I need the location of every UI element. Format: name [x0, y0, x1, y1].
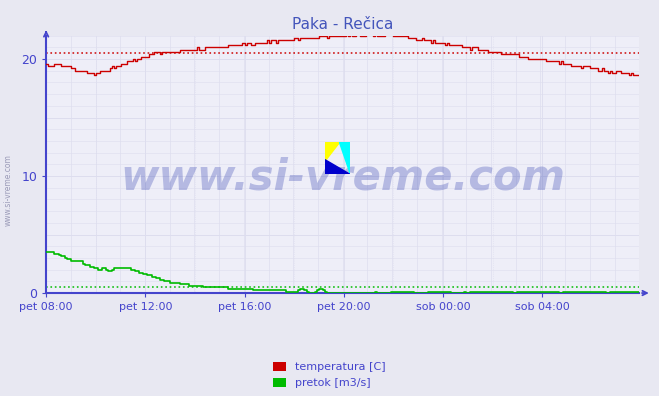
Polygon shape — [325, 142, 339, 160]
Polygon shape — [325, 160, 350, 174]
Text: www.si-vreme.com: www.si-vreme.com — [3, 154, 13, 226]
Polygon shape — [339, 142, 350, 174]
Text: www.si-vreme.com: www.si-vreme.com — [120, 156, 565, 198]
Title: Paka - Rečica: Paka - Rečica — [292, 17, 393, 32]
Legend: temperatura [C], pretok [m3/s]: temperatura [C], pretok [m3/s] — [273, 362, 386, 388]
